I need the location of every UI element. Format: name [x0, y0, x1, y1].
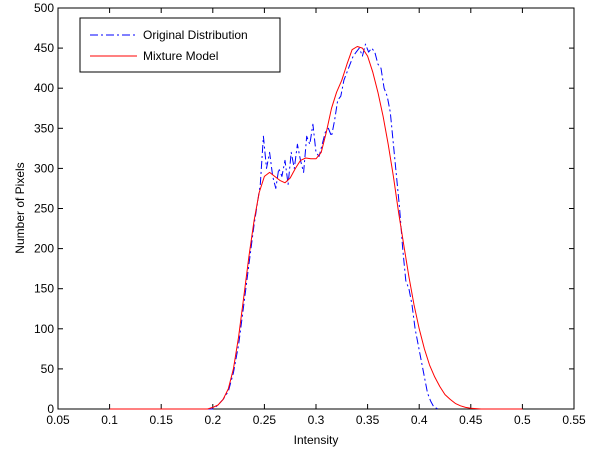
- y-tick-label: 250: [34, 202, 54, 216]
- y-tick-label: 100: [34, 322, 54, 336]
- legend: Original Distribution Mixture Model: [79, 17, 281, 73]
- series-line-original-distribution: [109, 43, 439, 410]
- legend-label-original: Original Distribution: [143, 28, 248, 42]
- y-tick-label: 50: [41, 362, 55, 376]
- x-axis-label: Intensity: [294, 433, 339, 447]
- y-axis-label: Number of Pixels: [13, 162, 27, 253]
- y-tick-label: 500: [34, 1, 54, 15]
- x-tick-label: 0.3: [308, 413, 325, 427]
- y-tick-label: 400: [34, 81, 54, 95]
- x-tick-label: 0.15: [150, 413, 174, 427]
- x-tick-label: 0.45: [459, 413, 483, 427]
- y-tick-label: 200: [34, 242, 54, 256]
- y-tick-label: 350: [34, 121, 54, 135]
- x-tick-label: 0.25: [253, 413, 277, 427]
- series-line-mixture-model: [109, 46, 523, 410]
- y-tick-label: 0: [47, 402, 54, 416]
- legend-label-mixture: Mixture Model: [143, 49, 218, 63]
- x-tick-label: 0.5: [514, 413, 531, 427]
- x-tick-label: 0.4: [411, 413, 428, 427]
- x-axis: 0.05 0.1 0.15 0.2 0.25 0.3 0.35 0.4 0.45 0.5 0.55: [46, 8, 586, 427]
- y-tick-label: 300: [34, 161, 54, 175]
- x-tick-label: 0.05: [46, 413, 70, 427]
- x-tick-label: 0.2: [204, 413, 221, 427]
- y-tick-label: 450: [34, 41, 54, 55]
- plot-area: [57, 7, 575, 410]
- x-tick-label: 0.35: [356, 413, 380, 427]
- y-tick-label: 150: [34, 282, 54, 296]
- legend-box: [79, 17, 281, 73]
- y-axis: 0 50 100 150 200 250 300 350 400 450 500: [34, 1, 574, 416]
- x-tick-label: 0.1: [101, 413, 118, 427]
- series-layer: [109, 43, 523, 410]
- x-tick-label: 0.55: [562, 413, 586, 427]
